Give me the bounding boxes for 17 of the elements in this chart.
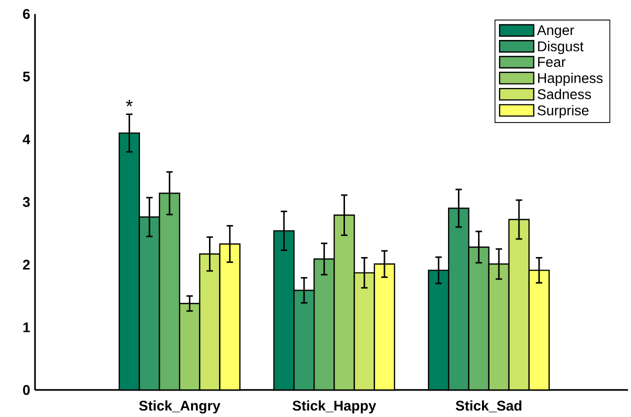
legend-label: Happiness [538, 72, 603, 86]
y-tick-label: 3 [22, 197, 30, 207]
y-tick-label: 4 [22, 134, 30, 144]
y-tick-label: 0 [23, 385, 30, 395]
legend-label: Fear [538, 57, 566, 67]
annotation: * [126, 100, 133, 106]
y-tick-label: 6 [23, 9, 30, 19]
x-tick-label: Stick_Angry [139, 400, 220, 414]
y-tick-label: 1 [23, 322, 30, 332]
legend-label: Anger [537, 25, 574, 38]
legend-label: Sadness [538, 88, 591, 100]
x-tick-label: Stick_Sad [456, 400, 522, 412]
y-tick-label: 5 [22, 72, 30, 82]
legend-label: Surprise [538, 105, 588, 118]
y-tick-label: 2 [22, 260, 30, 270]
legend-label: Disgust [538, 41, 584, 54]
x-tick-label: Stick_Happy [292, 400, 376, 414]
